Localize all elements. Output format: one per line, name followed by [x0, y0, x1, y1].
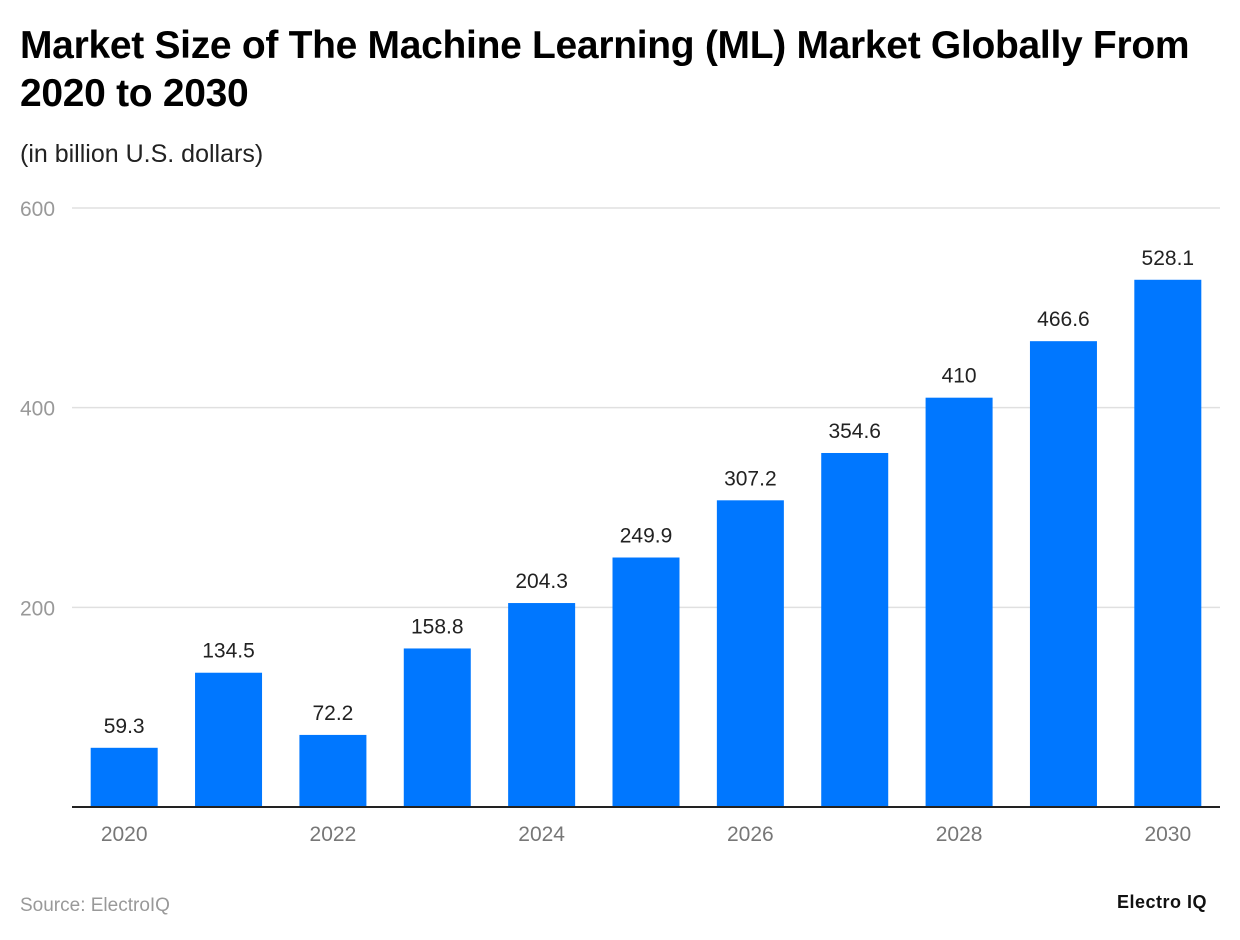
- data-label: 72.2: [312, 702, 353, 725]
- data-label: 528.1: [1142, 247, 1195, 270]
- data-label: 307.2: [724, 467, 777, 490]
- bar-2020: [90, 747, 158, 807]
- data-label: 354.6: [828, 420, 881, 443]
- x-tick-label: 2020: [101, 823, 148, 846]
- y-tick-label: 600: [20, 198, 55, 221]
- y-tick-label: 400: [20, 398, 55, 421]
- x-tick-label: 2028: [936, 823, 983, 846]
- bar-2024: [508, 603, 576, 807]
- chart-subtitle: (in billion U.S. dollars): [20, 140, 264, 168]
- x-tick-label: 2022: [310, 823, 357, 846]
- bar-2026: [716, 500, 784, 807]
- electroiq-logo: Electro IQ: [1116, 892, 1207, 912]
- bar-2030: [1134, 279, 1202, 807]
- y-tick-label: 200: [20, 597, 55, 620]
- bar-2021: [195, 672, 263, 807]
- source-note: Source: ElectroIQ: [20, 895, 170, 916]
- bar-2029: [1029, 341, 1097, 807]
- data-label: 249.9: [620, 525, 673, 548]
- data-label: 466.6: [1037, 308, 1090, 331]
- bar-2025: [612, 557, 680, 807]
- x-tick-label: 2030: [1144, 823, 1191, 846]
- data-label: 134.5: [202, 640, 255, 663]
- bar-2027: [821, 452, 889, 807]
- x-tick-label: 2026: [727, 823, 774, 846]
- data-label: 59.3: [104, 715, 145, 738]
- data-label: 158.8: [411, 615, 464, 638]
- bar-2023: [403, 648, 471, 807]
- data-label: 410: [942, 365, 977, 388]
- data-label: 204.3: [515, 570, 568, 593]
- chart-title: Market Size of The Machine Learning (ML)…: [20, 24, 1190, 115]
- bar-2022: [299, 734, 367, 807]
- x-tick-label: 2024: [518, 823, 565, 846]
- bar-2028: [925, 397, 993, 807]
